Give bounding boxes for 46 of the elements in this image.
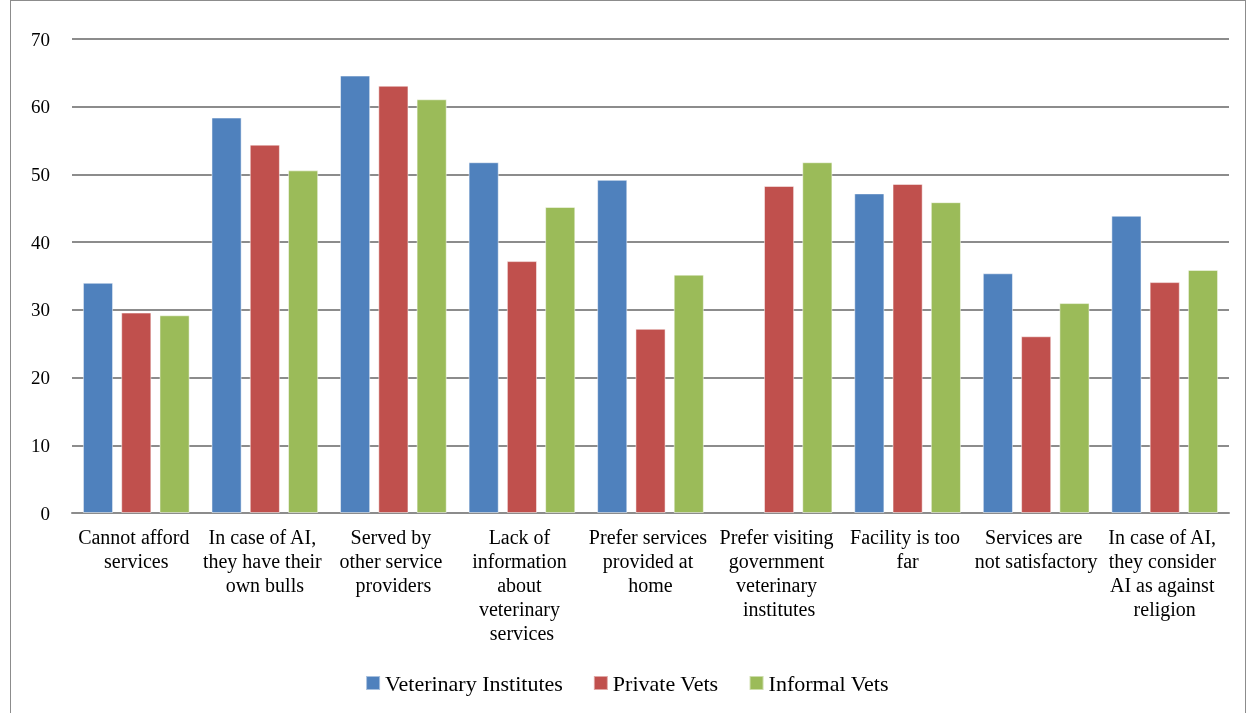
bar <box>211 117 242 513</box>
x-tick-label: Services are not satisfactory <box>974 526 1098 573</box>
bar <box>892 183 923 513</box>
legend-label: Veterinary Institutes <box>385 670 563 696</box>
bar <box>1149 282 1180 513</box>
y-tick-label: 70 <box>31 28 50 50</box>
bar <box>249 144 280 513</box>
bar <box>121 312 152 513</box>
bar <box>930 202 961 513</box>
x-tick-label: Facility is too far <box>850 526 966 572</box>
y-tick-label: 0 <box>40 502 50 524</box>
x-tick-label: Prefer services provided at home <box>588 526 713 596</box>
y-tick-label: 30 <box>31 299 50 321</box>
legend-label: Private Vets <box>612 670 719 696</box>
bar <box>635 328 666 513</box>
y-tick-label: 10 <box>31 434 50 456</box>
bar <box>416 99 447 513</box>
bar <box>82 282 114 513</box>
bar <box>378 85 409 513</box>
x-tick-label: In case of AI, they have their own bulls <box>202 526 327 596</box>
y-tick-label: 50 <box>31 163 50 185</box>
bar <box>545 206 576 513</box>
bar <box>982 273 1013 513</box>
bar <box>597 179 628 513</box>
bar <box>1021 336 1052 513</box>
bar <box>854 193 885 513</box>
x-tick-label: Lack of information about veterinary services <box>472 526 572 644</box>
legend-label: Informal Vets <box>768 670 889 696</box>
x-tick-label: Cannot afford services <box>78 526 195 572</box>
bar <box>506 261 538 513</box>
bar <box>1187 269 1219 513</box>
bar <box>802 162 833 513</box>
bar <box>673 274 704 513</box>
bar <box>288 170 319 513</box>
y-tick-label: 60 <box>31 96 50 118</box>
x-tick-label: Served by other service providers <box>339 526 448 597</box>
x-tick-label: Prefer visiting government veterinary institutes <box>719 526 839 620</box>
bar <box>159 315 190 513</box>
y-tick-label: 40 <box>31 231 50 253</box>
bar <box>763 185 795 513</box>
y-tick-label: 20 <box>31 367 50 389</box>
bar <box>340 75 371 513</box>
bar <box>468 162 499 513</box>
x-tick-label: In case of AI, they consider AI as against religion <box>1108 526 1222 621</box>
bar <box>1059 303 1090 513</box>
bar <box>1111 215 1142 513</box>
